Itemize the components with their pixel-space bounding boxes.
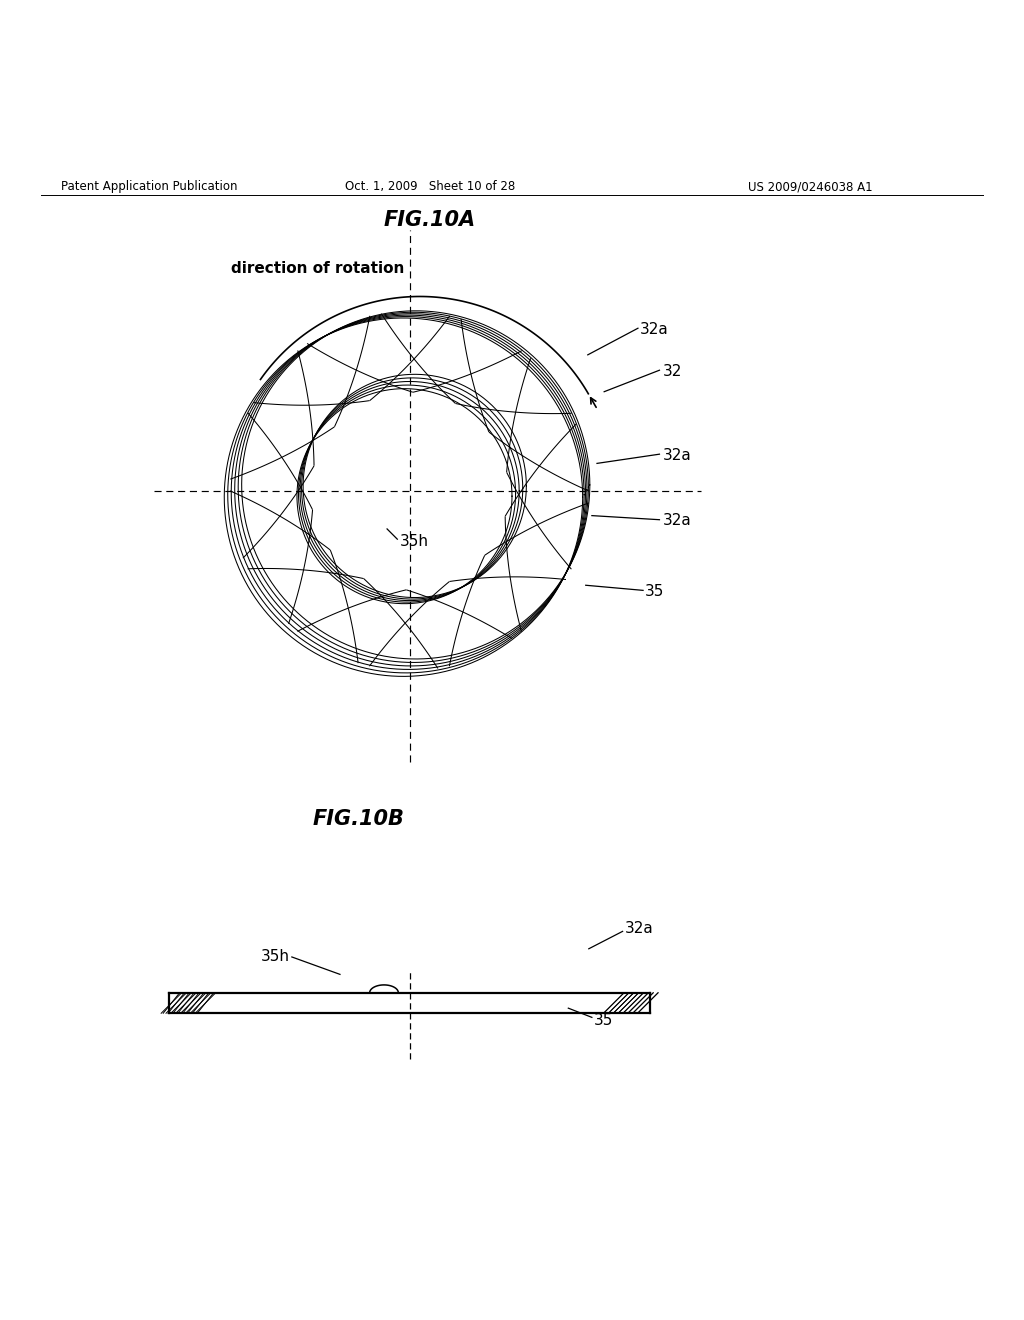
- Bar: [169, 993, 208, 1014]
- Bar: [611, 993, 650, 1014]
- Text: 35h: 35h: [261, 949, 290, 965]
- Text: 32a: 32a: [640, 322, 669, 337]
- Text: 35: 35: [594, 1012, 613, 1028]
- Text: Patent Application Publication: Patent Application Publication: [61, 181, 238, 194]
- Text: FIG.10B: FIG.10B: [312, 809, 404, 829]
- Text: Oct. 1, 2009   Sheet 10 of 28: Oct. 1, 2009 Sheet 10 of 28: [345, 181, 515, 194]
- Text: FIG.10A: FIG.10A: [384, 210, 476, 230]
- Text: direction of rotation: direction of rotation: [230, 261, 404, 276]
- Text: 32a: 32a: [625, 921, 653, 936]
- Text: 35: 35: [645, 583, 665, 599]
- Text: 32: 32: [663, 364, 682, 379]
- Text: 35h: 35h: [399, 533, 428, 549]
- Text: 32a: 32a: [663, 447, 691, 463]
- Text: US 2009/0246038 A1: US 2009/0246038 A1: [748, 181, 872, 194]
- Text: 32a: 32a: [663, 513, 691, 528]
